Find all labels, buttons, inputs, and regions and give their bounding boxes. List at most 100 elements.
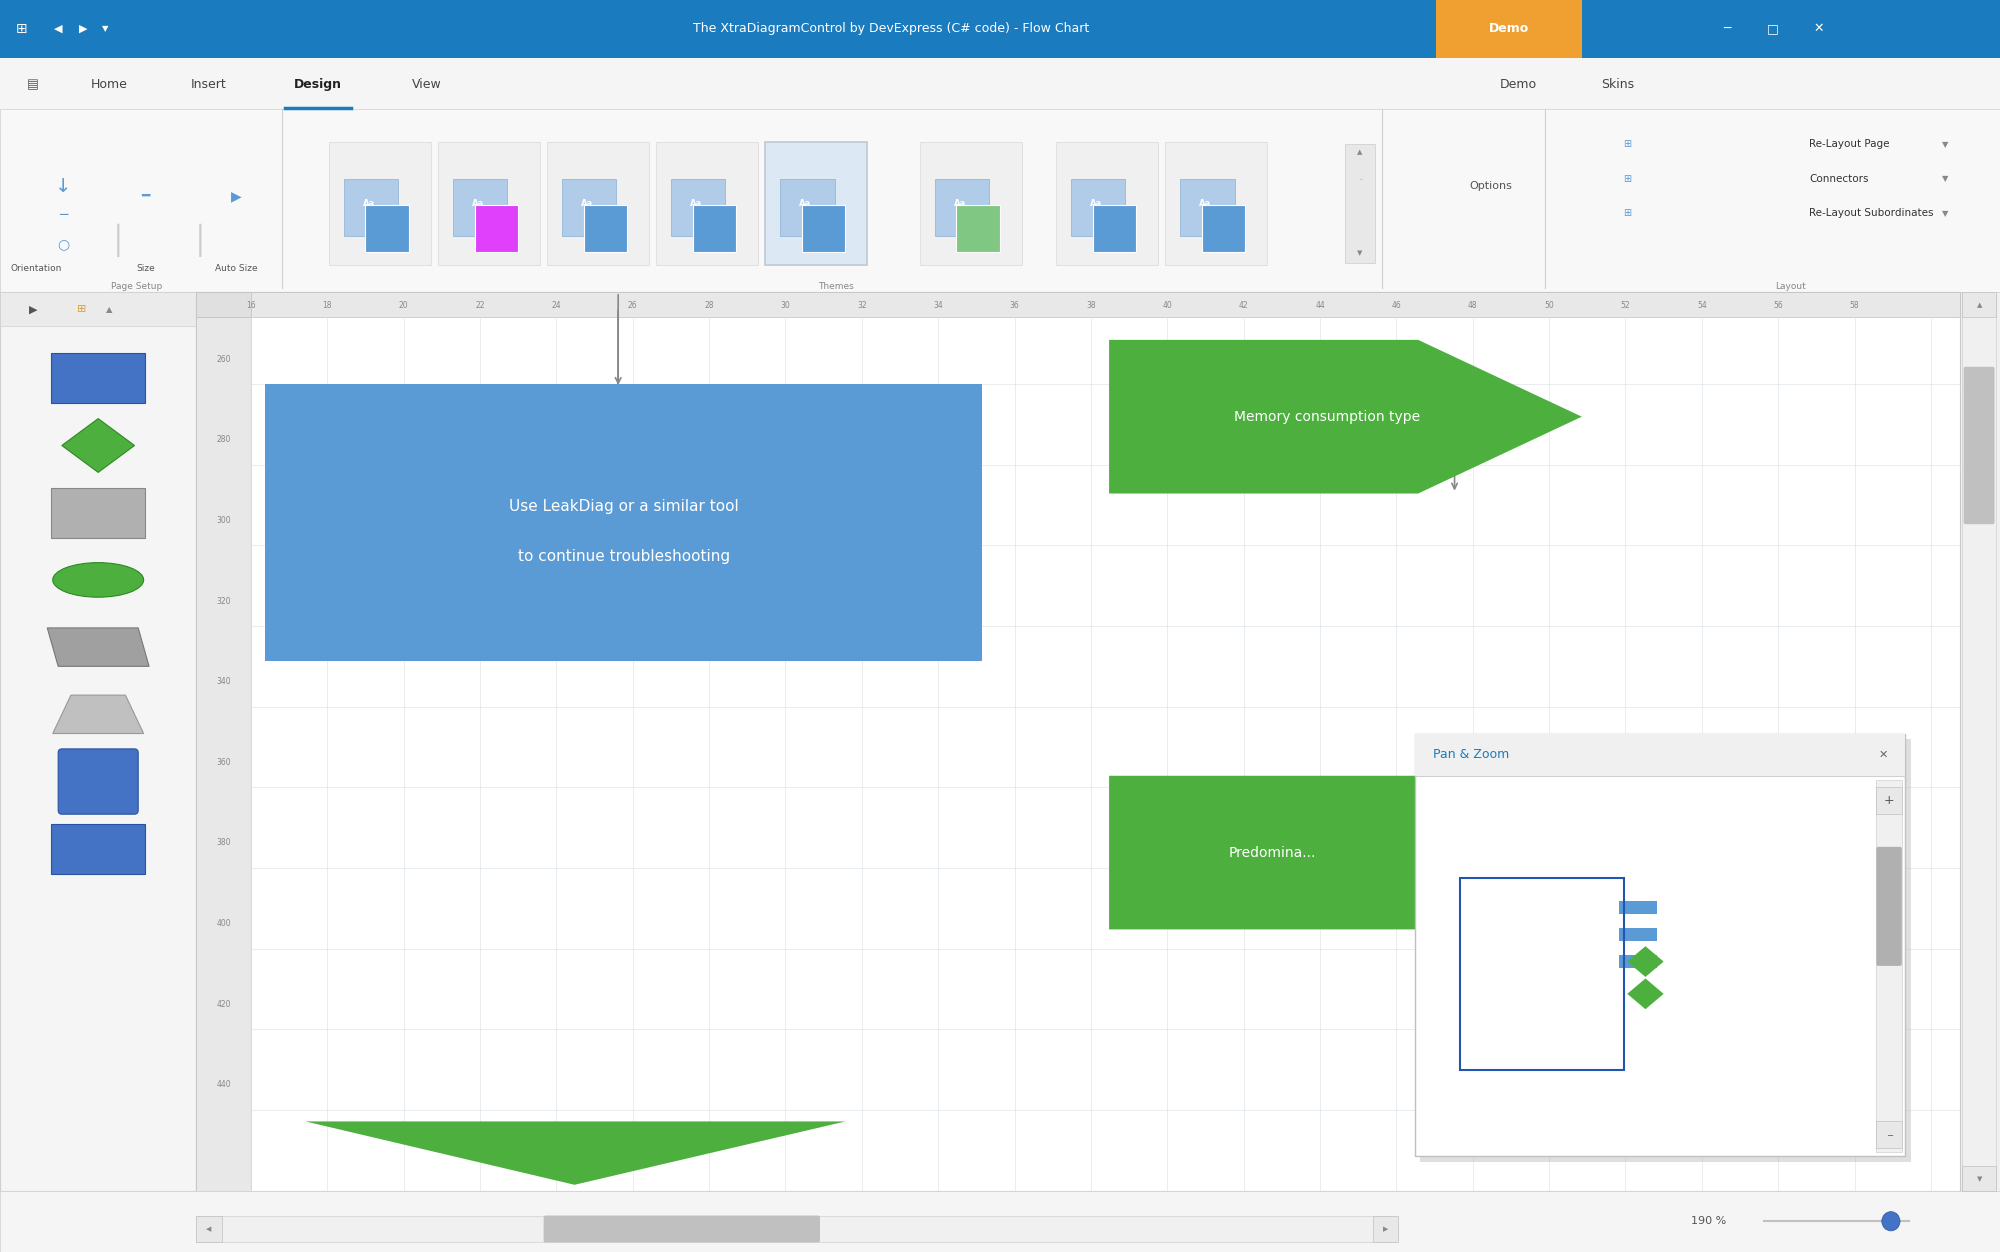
FancyBboxPatch shape: [0, 58, 2000, 129]
FancyBboxPatch shape: [196, 292, 1960, 1191]
FancyBboxPatch shape: [1620, 901, 1656, 914]
Text: Demo: Demo: [1488, 23, 1530, 35]
Text: ▼: ▼: [1978, 1176, 1982, 1182]
Text: Aa: Aa: [800, 199, 812, 208]
FancyBboxPatch shape: [452, 179, 508, 237]
Text: │: │: [192, 223, 208, 257]
Text: Aa: Aa: [954, 199, 966, 208]
FancyBboxPatch shape: [692, 205, 736, 252]
FancyBboxPatch shape: [0, 58, 2000, 109]
Text: to continue troubleshooting: to continue troubleshooting: [518, 550, 730, 565]
Text: 300: 300: [216, 516, 230, 525]
FancyBboxPatch shape: [50, 353, 146, 403]
Polygon shape: [1628, 979, 1664, 1009]
Text: Connectors: Connectors: [1810, 174, 1868, 184]
Text: ✕: ✕: [1812, 23, 1824, 35]
FancyBboxPatch shape: [196, 1216, 222, 1242]
Text: Orientation: Orientation: [10, 264, 62, 273]
Text: 36: 36: [1010, 300, 1020, 309]
Polygon shape: [52, 695, 144, 734]
FancyBboxPatch shape: [1964, 367, 1994, 525]
Text: Re-Layout Page: Re-Layout Page: [1810, 139, 1890, 149]
Text: ▶: ▶: [232, 189, 242, 203]
FancyBboxPatch shape: [548, 141, 650, 265]
Text: ─: ─: [1724, 23, 1732, 35]
Text: 30: 30: [780, 300, 790, 309]
FancyBboxPatch shape: [1436, 0, 1582, 64]
FancyBboxPatch shape: [1180, 179, 1234, 237]
Text: Auto Size: Auto Size: [216, 264, 258, 273]
Text: Aa: Aa: [1200, 199, 1212, 208]
Text: 16: 16: [246, 300, 256, 309]
Text: 48: 48: [1468, 300, 1478, 309]
Text: Skins: Skins: [1602, 78, 1634, 91]
FancyBboxPatch shape: [1056, 141, 1158, 265]
Text: ⊞: ⊞: [78, 304, 86, 314]
Text: ━: ━: [142, 189, 150, 203]
FancyBboxPatch shape: [1620, 955, 1656, 968]
FancyBboxPatch shape: [330, 141, 430, 265]
FancyBboxPatch shape: [1962, 1166, 1996, 1191]
FancyBboxPatch shape: [934, 179, 990, 237]
Text: View: View: [412, 78, 442, 91]
Text: The XtraDiagramControl by DevExpress (C# code) - Flow Chart: The XtraDiagramControl by DevExpress (C#…: [692, 23, 1090, 35]
FancyBboxPatch shape: [58, 749, 138, 814]
Text: ↓: ↓: [56, 177, 72, 195]
FancyBboxPatch shape: [366, 205, 410, 252]
FancyBboxPatch shape: [0, 0, 2000, 58]
FancyBboxPatch shape: [50, 824, 146, 874]
FancyBboxPatch shape: [670, 179, 726, 237]
Text: ▲: ▲: [106, 304, 112, 314]
Text: ⊞: ⊞: [16, 21, 28, 36]
Text: ▼: ▼: [1358, 250, 1362, 257]
Text: Demo: Demo: [1500, 78, 1536, 91]
Text: 46: 46: [1392, 300, 1402, 309]
FancyBboxPatch shape: [0, 1191, 2000, 1252]
Text: 52: 52: [1620, 300, 1630, 309]
FancyBboxPatch shape: [1876, 846, 1902, 965]
Text: 380: 380: [216, 839, 230, 848]
Text: ▶: ▶: [80, 24, 88, 34]
Text: │: │: [110, 223, 126, 257]
Text: ◀: ◀: [54, 24, 62, 34]
Text: ▼: ▼: [1942, 209, 1948, 218]
FancyBboxPatch shape: [196, 292, 250, 317]
FancyBboxPatch shape: [1420, 739, 1910, 1162]
Text: 420: 420: [216, 1000, 230, 1009]
Text: 58: 58: [1850, 300, 1860, 309]
Text: ✕: ✕: [1878, 750, 1888, 760]
Text: Aa: Aa: [690, 199, 702, 208]
Text: Options: Options: [1470, 182, 1512, 192]
Text: 440: 440: [216, 1080, 230, 1089]
Text: ▶: ▶: [28, 304, 36, 314]
Text: Re-Layout Subordinates: Re-Layout Subordinates: [1810, 208, 1934, 218]
Text: Pan & Zoom: Pan & Zoom: [1432, 749, 1508, 761]
FancyBboxPatch shape: [1092, 205, 1136, 252]
Polygon shape: [1628, 947, 1664, 977]
Polygon shape: [1110, 776, 1582, 929]
FancyBboxPatch shape: [1070, 179, 1126, 237]
Text: 360: 360: [216, 757, 230, 766]
FancyBboxPatch shape: [1166, 141, 1268, 265]
Text: 26: 26: [628, 300, 638, 309]
Text: 38: 38: [1086, 300, 1096, 309]
Text: Use LeakDiag or a similar tool: Use LeakDiag or a similar tool: [508, 500, 738, 515]
Text: Design: Design: [294, 78, 342, 91]
Text: 340: 340: [216, 677, 230, 686]
FancyBboxPatch shape: [50, 488, 146, 537]
Text: 190 %: 190 %: [1692, 1216, 1726, 1226]
Text: 20: 20: [398, 300, 408, 309]
FancyBboxPatch shape: [766, 141, 868, 265]
Text: Themes: Themes: [818, 282, 854, 290]
Text: ─: ─: [1358, 179, 1362, 183]
FancyBboxPatch shape: [1876, 788, 1902, 814]
FancyBboxPatch shape: [1414, 734, 1906, 1156]
Polygon shape: [62, 418, 134, 472]
Text: 42: 42: [1238, 300, 1248, 309]
FancyBboxPatch shape: [1418, 780, 1876, 1152]
FancyBboxPatch shape: [1346, 144, 1374, 263]
Text: Size: Size: [136, 264, 154, 273]
FancyBboxPatch shape: [1414, 734, 1906, 776]
Text: 32: 32: [858, 300, 866, 309]
FancyBboxPatch shape: [1620, 929, 1656, 942]
